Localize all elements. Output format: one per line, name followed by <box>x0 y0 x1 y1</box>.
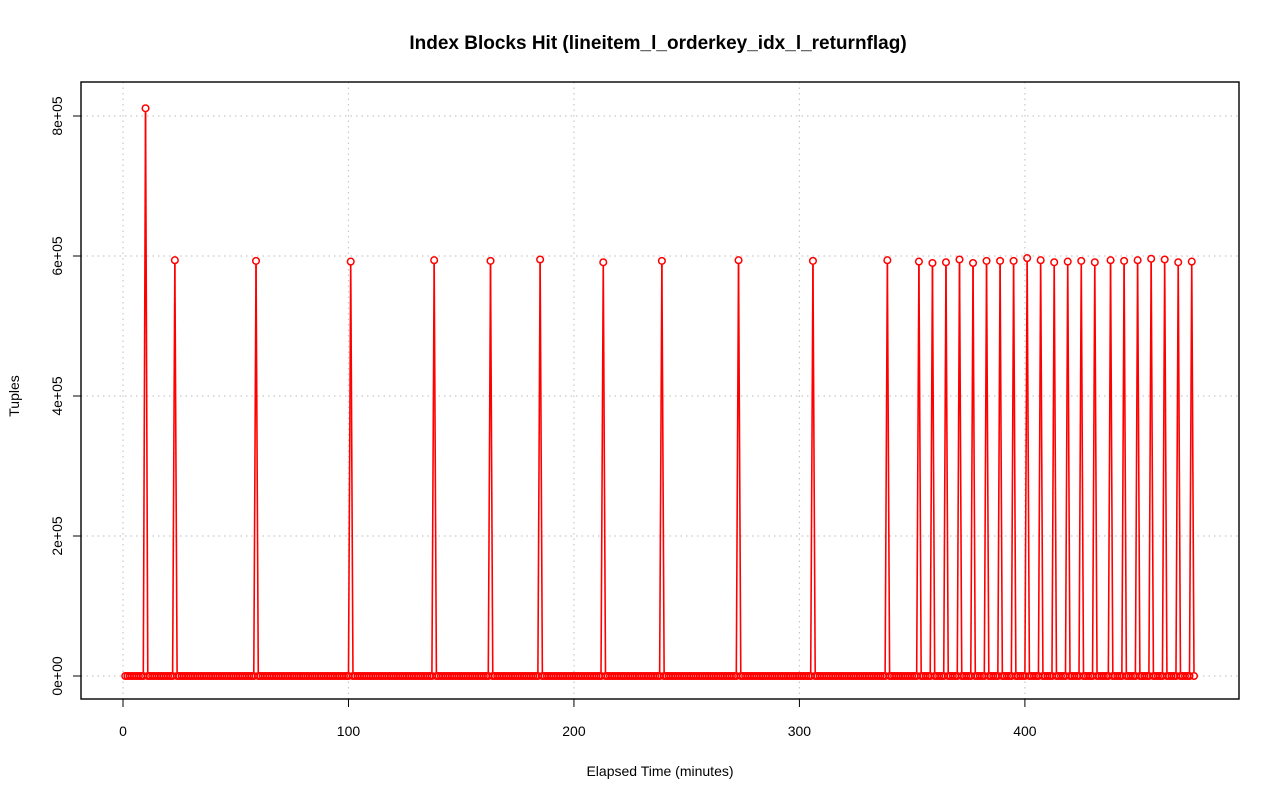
series-line-segment <box>1163 263 1168 673</box>
x-tick-label: 0 <box>119 723 127 739</box>
series-line-segment <box>661 264 665 673</box>
data-point <box>982 256 991 265</box>
x-axis-label: Elapsed Time (minutes) <box>586 763 733 779</box>
series-line-segment <box>349 265 354 673</box>
data-point <box>1036 256 1045 265</box>
series-line-segment <box>1053 266 1058 673</box>
series-line-segment <box>1066 265 1071 673</box>
series-line-segment <box>255 264 260 673</box>
series-line-segment <box>737 263 742 673</box>
data-point <box>346 257 355 266</box>
data-point <box>1187 257 1196 266</box>
data-point <box>1185 671 1194 681</box>
chart-title: Index Blocks Hit (lineitem_l_orderkey_id… <box>409 33 906 54</box>
series-line-segment <box>812 264 816 673</box>
data-point <box>1090 258 1099 267</box>
data-point <box>955 255 964 264</box>
data-point <box>1009 256 1018 265</box>
data-point <box>1077 256 1086 265</box>
data-point <box>1160 255 1169 264</box>
series-line-segment <box>174 263 178 673</box>
data-point <box>1133 256 1142 265</box>
series-line-segment <box>1190 265 1195 673</box>
series-line-segment <box>886 263 891 673</box>
data-point <box>1189 671 1199 681</box>
data-point <box>1050 258 1059 267</box>
series-line-segment <box>1123 264 1128 673</box>
series-line-segment <box>433 263 438 673</box>
series-line-segment <box>999 264 1004 673</box>
series-line-segment <box>972 266 977 673</box>
data-point <box>657 256 666 265</box>
series-line-segment <box>1080 264 1085 673</box>
data-point <box>170 256 179 265</box>
data-point <box>599 258 608 267</box>
data-point <box>251 256 261 265</box>
data-point <box>734 256 743 265</box>
data-layer <box>121 104 1199 681</box>
data-point <box>808 256 817 265</box>
series-line-segment <box>985 264 990 673</box>
series-line-segment <box>1026 261 1031 673</box>
series-line-segment <box>918 265 922 673</box>
data-point <box>1106 256 1115 265</box>
y-tick-label: 8e+05 <box>49 96 65 136</box>
data-point <box>941 258 951 267</box>
data-point <box>928 258 937 268</box>
x-tick-label: 200 <box>562 723 586 739</box>
data-point <box>430 256 439 265</box>
series-line-segment <box>1039 263 1044 673</box>
series-line-segment <box>539 263 544 673</box>
series-line-segment <box>1136 263 1141 673</box>
data-point <box>996 256 1005 265</box>
series-line-segment <box>489 264 494 673</box>
data-point <box>536 255 545 264</box>
series-line-segment <box>1109 263 1114 673</box>
series-line-segment <box>602 266 607 673</box>
data-point <box>141 104 150 113</box>
x-tick-label: 300 <box>788 723 812 739</box>
y-tick-label: 2e+05 <box>49 516 65 556</box>
y-axis-label: Tuples <box>6 375 22 417</box>
data-point <box>1174 258 1183 267</box>
series-line-segment <box>1177 266 1182 673</box>
y-tick-label: 4e+05 <box>49 376 65 416</box>
y-tick-label: 0e+00 <box>49 656 65 696</box>
series-line-segment <box>945 266 950 673</box>
data-point <box>486 256 495 265</box>
data-point <box>1147 254 1156 263</box>
plot-frame <box>80 81 1240 700</box>
series-line-segment <box>1150 262 1155 673</box>
data-point <box>1023 254 1032 263</box>
data-point <box>968 258 978 268</box>
series-line-segment <box>1012 264 1017 673</box>
series-line-segment <box>958 263 963 673</box>
x-tick-label: 100 <box>337 723 361 739</box>
series-line-segment <box>144 112 149 673</box>
data-point <box>914 257 923 266</box>
series-line-segment <box>1094 266 1098 673</box>
series-line-segment <box>931 266 936 673</box>
x-tick-label: 400 <box>1013 723 1037 739</box>
data-point <box>883 256 892 265</box>
data-point <box>1120 256 1129 265</box>
data-point <box>1063 257 1072 266</box>
y-tick-label: 6e+05 <box>49 236 65 276</box>
